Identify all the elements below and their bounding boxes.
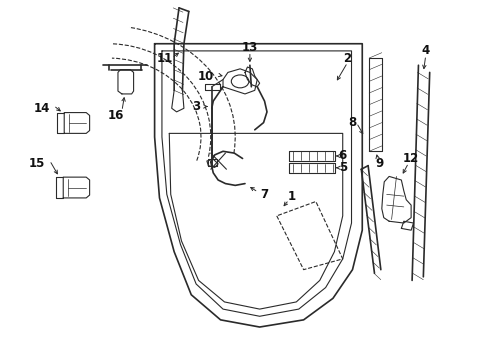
Text: 10: 10 xyxy=(198,69,214,82)
Text: 14: 14 xyxy=(34,102,50,115)
Text: 5: 5 xyxy=(339,161,347,174)
Text: 13: 13 xyxy=(242,41,258,54)
Text: 1: 1 xyxy=(287,190,295,203)
Text: 4: 4 xyxy=(422,44,430,57)
Text: 7: 7 xyxy=(261,188,269,201)
Text: 2: 2 xyxy=(343,51,352,64)
Text: 6: 6 xyxy=(339,149,347,162)
Text: 15: 15 xyxy=(29,157,46,170)
Text: 12: 12 xyxy=(403,152,419,165)
Text: 3: 3 xyxy=(192,100,200,113)
Text: 9: 9 xyxy=(375,157,384,170)
Text: 11: 11 xyxy=(156,51,172,64)
Text: 8: 8 xyxy=(348,116,357,129)
Text: 16: 16 xyxy=(107,109,123,122)
